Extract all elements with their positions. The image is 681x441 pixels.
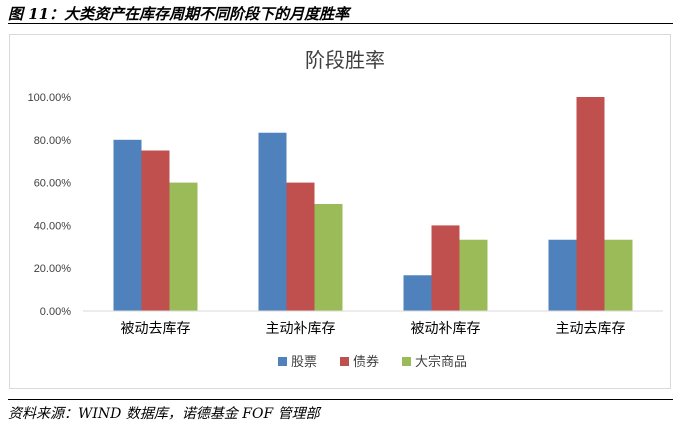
legend-swatch	[402, 357, 411, 366]
y-tick-label: 60.00%	[34, 178, 72, 190]
x-axis: 被动去库存 主动补库存 被动补库存 主动去库存	[121, 321, 626, 337]
bar	[576, 97, 605, 311]
y-axis: 0.00% 20.00% 40.00% 60.00% 80.00% 100.00%	[28, 92, 72, 318]
caption-rule	[8, 23, 673, 24]
legend: 股票 债券 大宗商品	[278, 354, 467, 370]
bar	[113, 139, 142, 311]
category-label: 被动去库存	[121, 321, 191, 337]
bar	[548, 239, 577, 311]
y-tick-label: 100.00%	[28, 92, 72, 104]
y-tick-label: 20.00%	[34, 263, 72, 275]
category-label: 被动补库存	[411, 321, 481, 337]
category-label: 主动去库存	[556, 321, 626, 337]
bar	[403, 275, 432, 311]
y-tick-label: 80.00%	[34, 135, 72, 147]
y-tick-label: 0.00%	[40, 306, 71, 318]
legend-label: 债券	[353, 354, 379, 370]
source-note: 资料来源：WIND 数据库，诺德基金 FOF 管理部	[8, 406, 320, 422]
legend-label: 股票	[291, 355, 317, 370]
bar	[604, 239, 633, 311]
bar	[258, 132, 287, 311]
figure-caption: 图 11：大类资产在库存周期不同阶段下的月度胜率	[8, 5, 350, 23]
category-label: 主动补库存	[266, 321, 336, 337]
bar	[431, 225, 460, 311]
bar	[286, 182, 315, 311]
legend-swatch	[278, 357, 287, 366]
y-tick-label: 40.00%	[34, 220, 72, 232]
bar	[169, 182, 198, 311]
bar	[459, 239, 488, 311]
chart-title: 阶段胜率	[305, 48, 385, 72]
legend-label: 大宗商品	[415, 354, 467, 370]
bar	[314, 204, 343, 311]
source-rule	[8, 399, 673, 400]
legend-swatch	[340, 357, 349, 366]
bars	[113, 97, 633, 311]
bar	[141, 150, 170, 311]
